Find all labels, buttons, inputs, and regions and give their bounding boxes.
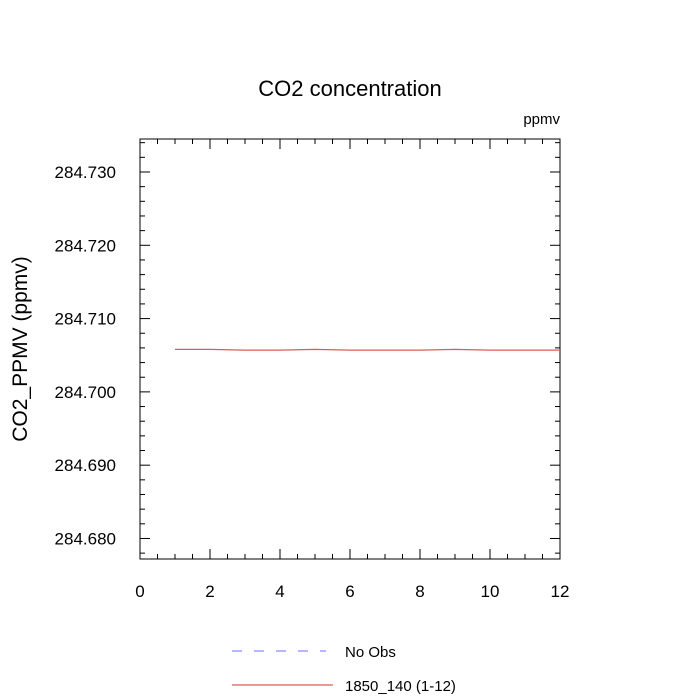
units-label: ppmv xyxy=(523,111,560,128)
legend-label: No Obs xyxy=(345,644,396,661)
plot-lines xyxy=(175,348,560,351)
y-tick-label: 284.680 xyxy=(55,529,116,548)
x-tick-label: 10 xyxy=(481,582,500,601)
y-tick-label: 284.730 xyxy=(55,163,116,182)
legend-label: 1850_140 (1-12) xyxy=(345,678,456,695)
x-tick-label: 12 xyxy=(551,582,570,601)
y-tick-label: 284.720 xyxy=(55,236,116,255)
x-tick-label: 8 xyxy=(415,582,424,601)
chart-title: CO2 concentration xyxy=(258,76,441,101)
series-line xyxy=(175,348,560,351)
x-tick-label: 2 xyxy=(205,582,214,601)
axis-ticks: 0 2 4 6 8 10 12 284.680 284.690 284.700 284.710 284… xyxy=(55,139,570,601)
y-axis-label: CO2_PPMV (ppmv) xyxy=(9,256,32,442)
x-tick-label: 6 xyxy=(345,582,354,601)
y-tick-label: 284.690 xyxy=(55,456,116,475)
x-tick-label: 0 xyxy=(135,582,144,601)
y-tick-label: 284.700 xyxy=(55,383,116,402)
x-tick-label: 4 xyxy=(275,582,284,601)
legend: No Obs 1850_140 (1-12) xyxy=(232,644,456,695)
y-tick-label: 284.710 xyxy=(55,310,116,329)
